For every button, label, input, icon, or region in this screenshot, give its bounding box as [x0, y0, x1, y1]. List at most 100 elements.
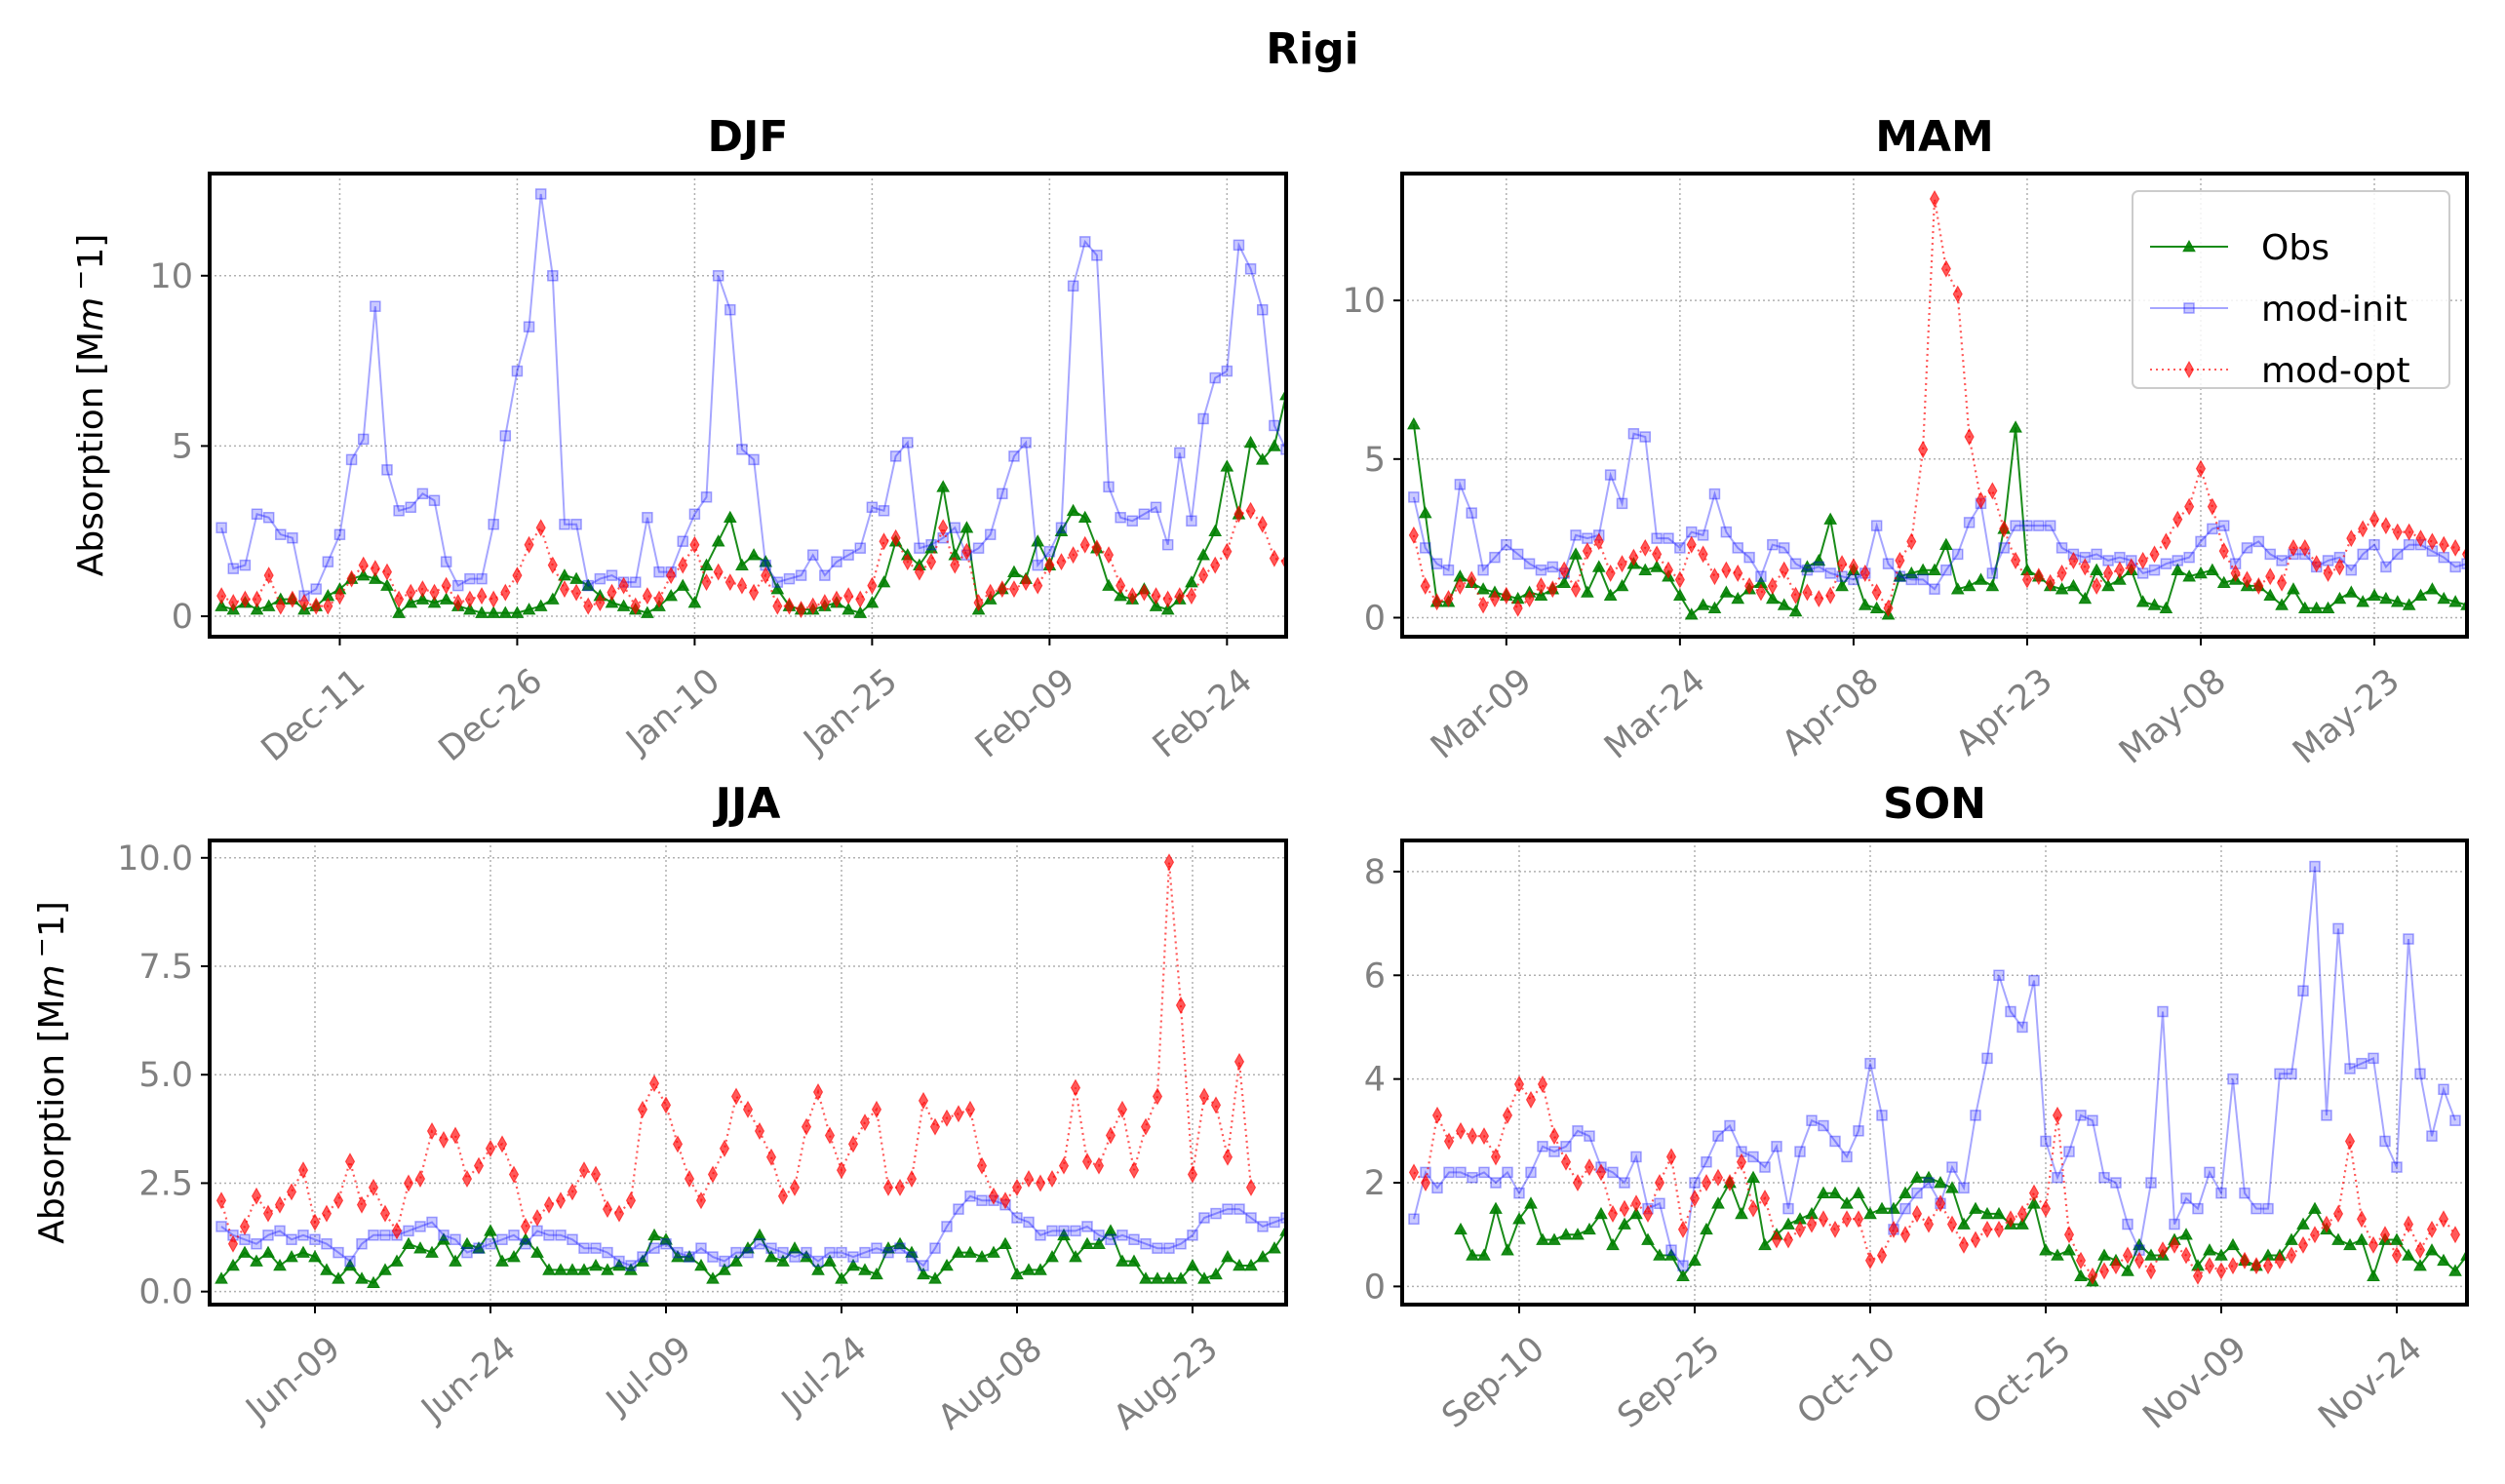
obs-point: [2078, 591, 2093, 605]
mod-init-point: [1572, 1125, 1584, 1137]
obs-point: [356, 568, 371, 581]
obs-point: [2159, 601, 2173, 614]
obs-point: [877, 575, 891, 588]
obs-point: [1823, 512, 1838, 525]
obs-point: [2144, 1248, 2158, 1261]
mod-init-point: [1408, 1213, 1420, 1225]
mod-init-point: [1408, 491, 1420, 503]
obs-point: [1863, 1206, 1877, 1220]
y-tick-label: 0.0: [138, 1273, 193, 1312]
mod-init-point: [1058, 1225, 1070, 1237]
mod-init-point: [251, 508, 263, 521]
mod-opt-point: [2439, 535, 2449, 554]
obs-point: [1196, 548, 1210, 561]
mod-opt-point: [590, 1165, 602, 1184]
x-tick-label: Mar-09: [1424, 661, 1539, 766]
obs-point: [1676, 1269, 1690, 1282]
mod-init-point: [602, 1246, 613, 1259]
mod-opt-point: [1431, 593, 1442, 611]
mod-init-point: [2309, 860, 2321, 873]
mod-init-point: [499, 430, 512, 442]
obs-point: [641, 605, 654, 618]
mod-init-point: [707, 1251, 719, 1263]
obs-point: [1209, 1267, 1223, 1280]
mod-opt-point: [309, 1213, 321, 1231]
mod-init-point: [2391, 1161, 2403, 1173]
obs-point: [1939, 537, 1953, 550]
mod-opt-point: [961, 542, 972, 561]
mod-opt-point: [2358, 520, 2368, 538]
mod-init-point: [2040, 1135, 2052, 1148]
mod-opt-point: [812, 1082, 824, 1102]
mod-init-point: [2044, 520, 2056, 531]
mod-opt-point: [2265, 567, 2276, 586]
obs-point: [533, 599, 548, 611]
mod-init-point: [1548, 1146, 1560, 1157]
mod-opt-point: [1709, 567, 1720, 586]
obs-point: [427, 596, 442, 608]
obs-point: [1928, 563, 1941, 575]
mod-init-point: [508, 1230, 520, 1241]
obs-point: [1788, 604, 1803, 617]
y-tick-label: 10: [149, 257, 193, 296]
mod-opt-point: [2137, 551, 2148, 569]
mod-init-point: [1523, 558, 1536, 569]
mod-init-point: [1582, 532, 1593, 544]
mod-init-point: [582, 579, 594, 592]
mod-init-point: [523, 321, 535, 332]
mod-opt-point: [1836, 555, 1848, 573]
mod-opt-point: [2028, 1184, 2040, 1202]
mod-opt-point: [2391, 1246, 2403, 1265]
x-tick-label: May-23: [2286, 661, 2407, 772]
mod-opt-point: [1779, 561, 1789, 579]
mod-opt-point: [1008, 580, 1020, 599]
mod-init-point: [488, 518, 499, 530]
mod-init-point: [1864, 1057, 1876, 1070]
obs-point: [952, 1245, 965, 1258]
mod-init-point: [1963, 517, 1976, 528]
obs-point: [2097, 1248, 2111, 1261]
mod-opt-point: [1906, 532, 1917, 551]
mod-opt-point: [2102, 564, 2114, 582]
mod-init-point: [1140, 1237, 1152, 1250]
mod-opt-point: [2253, 576, 2264, 595]
mod-init-point: [1293, 417, 1303, 427]
mod-opt-point: [2180, 1246, 2192, 1265]
obs-point: [636, 1254, 649, 1267]
obs-point: [1407, 416, 1421, 430]
mod-opt-point: [489, 590, 499, 608]
obs-point: [683, 1250, 696, 1263]
mod-opt-point: [1841, 1210, 1853, 1229]
obs-point: [1244, 1258, 1258, 1271]
mod-opt-point: [1665, 1148, 1677, 1166]
mod-opt-point: [2068, 551, 2079, 569]
mod-init-point: [2052, 1171, 2063, 1184]
mod-init-point: [2321, 1110, 2332, 1121]
mod-init-point: [1489, 551, 1501, 564]
mod-init-point: [997, 488, 1008, 500]
mod-opt-point: [2474, 537, 2483, 553]
mod-opt-point: [500, 583, 511, 602]
mod-opt-point: [1233, 1052, 1245, 1071]
mod-opt-point: [777, 1187, 789, 1205]
mod-opt-point: [240, 590, 251, 608]
obs-point: [1638, 563, 1653, 575]
mod-opt-point: [1940, 259, 1951, 278]
obs-point: [1858, 598, 1872, 610]
obs-point: [2309, 601, 2324, 614]
mod-opt-point: [1654, 1173, 1665, 1192]
mod-init-point: [1511, 548, 1524, 561]
mod-init-point: [789, 1251, 801, 1263]
mod-init-point: [1689, 1177, 1701, 1189]
obs-point: [711, 534, 725, 547]
mod-init-point: [1233, 1203, 1245, 1215]
obs-point: [1233, 1258, 1246, 1271]
mod-init-point: [2192, 1202, 2204, 1215]
obs-point: [2113, 572, 2127, 585]
mod-init-point: [1046, 1225, 1058, 1237]
mod-init-point: [262, 1230, 274, 1241]
mod-opt-point: [736, 576, 748, 595]
mod-opt-point: [520, 1217, 531, 1235]
mod-init-point: [2028, 974, 2040, 987]
mod-init-point: [1771, 1141, 1782, 1152]
